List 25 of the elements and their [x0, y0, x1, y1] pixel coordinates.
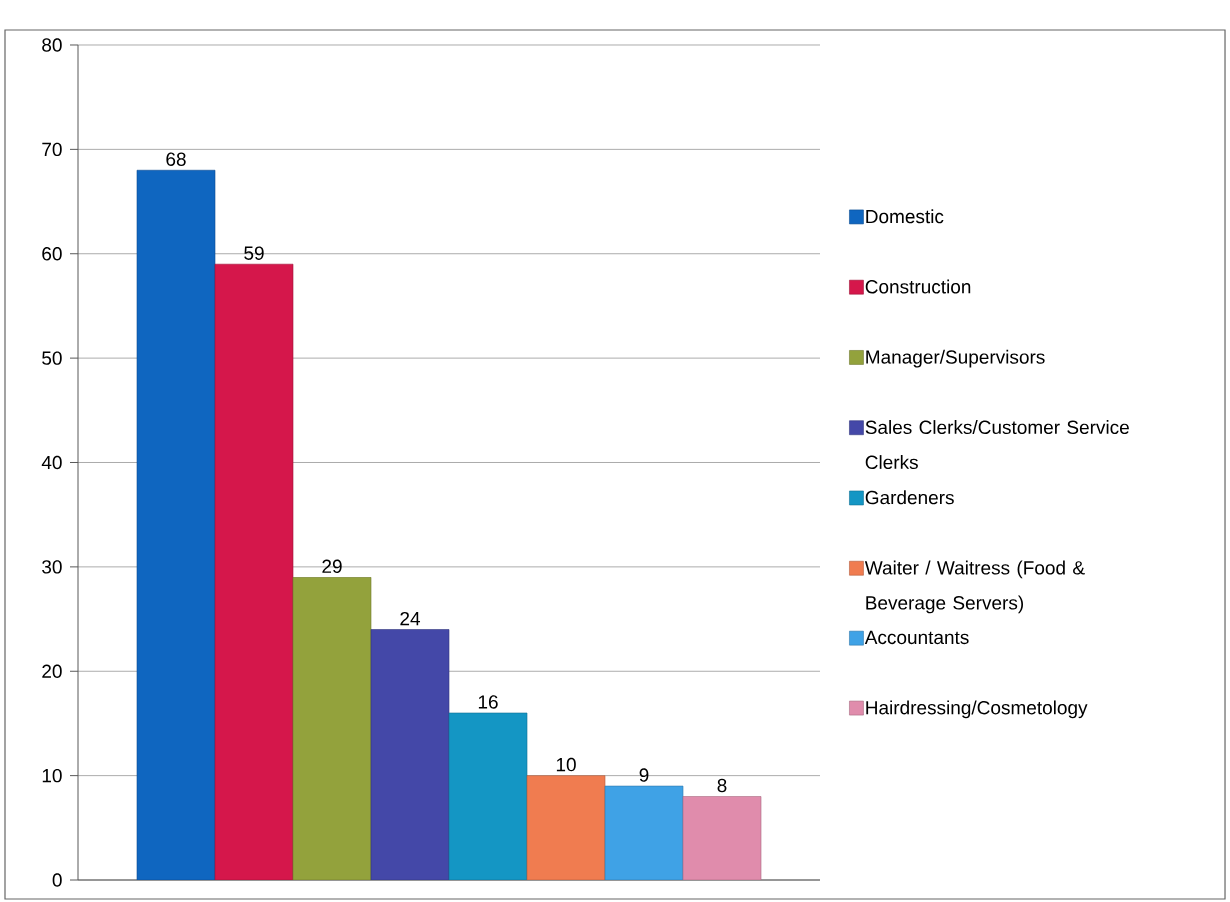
y-tick-label: 50: [42, 351, 62, 365]
legend-label: Accountants: [864, 630, 969, 645]
y-tick-label: 80: [42, 38, 62, 52]
y-tick-label: 0: [52, 873, 62, 887]
legend-label: Construction: [865, 279, 971, 294]
data-label: 9: [639, 768, 649, 782]
data-label: 59: [244, 246, 264, 260]
y-tick-label: 60: [42, 247, 62, 261]
legend-label: Manager/Supervisors: [866, 349, 1045, 368]
data-label: 16: [478, 695, 498, 709]
y-tick-label: 10: [42, 768, 62, 783]
y-tick-label: 20: [42, 664, 62, 678]
data-label: 29: [322, 559, 342, 574]
data-label: 10: [556, 757, 576, 772]
data-label: 68: [166, 152, 186, 166]
legend-label: Waiter / Waitress (Food & Beverage Servers): [864, 560, 1085, 614]
legend-label: Gardeners: [865, 490, 954, 505]
y-tick-label: 40: [41, 455, 62, 470]
legend-label: Sales Clerks/Customer Service Clerks: [865, 420, 1129, 470]
legend-label: Hairdressing/Cosmetology: [866, 700, 1088, 719]
data-label: 24: [400, 611, 421, 626]
data-label: 8: [717, 778, 727, 793]
y-tick-label: 70: [42, 142, 62, 157]
legend-label: Domestic: [866, 209, 944, 224]
y-tick-label: 30: [42, 560, 62, 574]
